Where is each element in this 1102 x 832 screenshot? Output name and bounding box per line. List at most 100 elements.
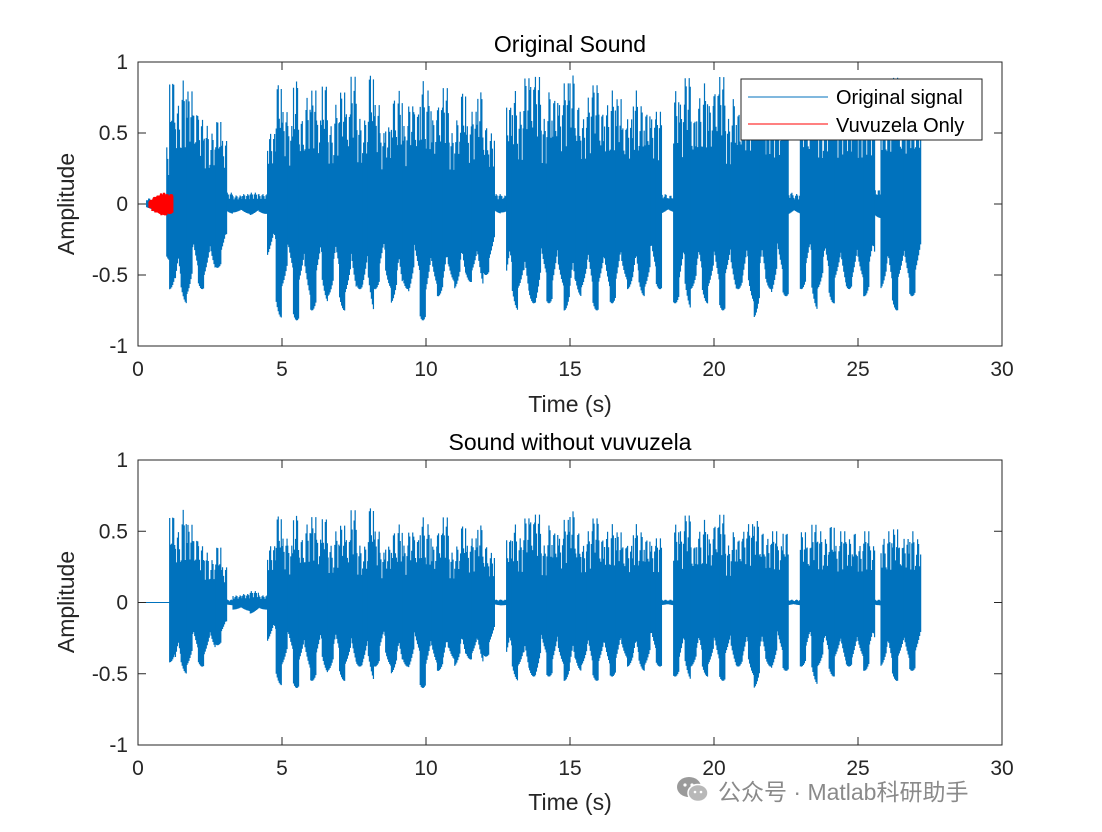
signal-segment [529, 522, 536, 677]
signal-segment [419, 517, 426, 688]
signal-segment [488, 552, 495, 643]
signal-segment [454, 120, 461, 289]
signal-segment [552, 100, 559, 281]
signal-segment [627, 119, 634, 290]
signal-segment [667, 195, 674, 212]
signal-segment [845, 112, 853, 290]
signal-segment [886, 90, 893, 279]
signal-segment [684, 515, 691, 679]
signal-segment [794, 194, 801, 214]
signal-segment [845, 539, 853, 667]
signal-segment [690, 547, 697, 667]
signal-segment [632, 90, 639, 272]
signal-segment [546, 92, 553, 304]
x-tick-label: 5 [276, 757, 288, 780]
signal-segment [192, 540, 199, 648]
signal-segment [782, 533, 789, 671]
y-axis-label-without-vuvuzela: Amplitude [53, 551, 79, 653]
signal-segment [736, 114, 743, 290]
signal-segment [281, 112, 288, 287]
watermark-text: 公众号 · Matlab科研助手 [718, 779, 969, 805]
signal-segment [615, 99, 622, 279]
signal-segment [673, 91, 680, 304]
signal-segment [275, 516, 282, 686]
signal-segment [477, 525, 484, 662]
signal-segment [575, 107, 582, 296]
signal-segment [413, 540, 421, 651]
y-tick-label: 0 [116, 193, 128, 216]
signal-segment [534, 514, 542, 675]
signal-segment [448, 133, 455, 282]
signal-segment [471, 111, 478, 271]
signal-segment [603, 105, 611, 287]
signal-segment [298, 540, 305, 660]
legend-label-original-signal: Original signal [836, 87, 963, 109]
signal-segment [215, 547, 222, 646]
signal-segment [436, 107, 444, 297]
signal-segment [511, 91, 519, 310]
signal-segment [292, 81, 300, 321]
signal-segment [650, 545, 657, 649]
signal-segment [644, 114, 651, 287]
signal-segment [413, 114, 421, 271]
signal-segment [362, 120, 369, 285]
signal-segment [292, 515, 300, 688]
signal-segment [483, 128, 490, 275]
subplot-without-vuvuzela: 0 5 10 15 20 25 30 -1 -0.5 0 0.5 1 Sound without vu… [53, 429, 1014, 815]
series-original-signal [146, 75, 922, 321]
signal-segment [220, 140, 228, 250]
signal-segment [344, 540, 351, 664]
signal-segment [362, 546, 369, 663]
signal-segment [379, 133, 386, 264]
x-tick-label: 20 [702, 358, 725, 381]
signal-segment [765, 538, 772, 667]
signal-segment [753, 85, 760, 318]
signal-segment [209, 133, 216, 268]
signal-segment [817, 104, 824, 289]
signal-segment [724, 545, 732, 653]
signal-segment [367, 75, 375, 310]
signal-segment [609, 524, 616, 677]
signal-segment [684, 78, 691, 308]
signal-segment [788, 192, 795, 214]
x-tick-label: 25 [846, 757, 869, 780]
y-tick-label: 0.5 [99, 122, 128, 145]
signal-segment [390, 100, 398, 303]
signal-segment [220, 567, 228, 632]
x-tick-label: 30 [990, 757, 1013, 780]
signal-segment [598, 540, 605, 661]
signal-segment [817, 531, 824, 667]
x-tick-label: 15 [558, 757, 581, 780]
signal-segment [621, 128, 628, 280]
signal-segment [799, 105, 807, 290]
signal-segment [661, 599, 668, 606]
signal-segment [678, 531, 686, 657]
signal-segment [425, 90, 432, 290]
signal-segment [557, 538, 565, 664]
signal-segment [650, 119, 657, 267]
signal-segment [192, 115, 199, 266]
signal-segment [402, 545, 409, 667]
signal-segment [408, 532, 415, 668]
x-tick-label: 25 [846, 358, 869, 381]
signal-segment [874, 190, 881, 219]
signal-segment [534, 76, 542, 303]
plot-area-original [138, 75, 922, 321]
signal-segment [701, 519, 709, 677]
signal-segment [719, 77, 726, 311]
y-tick-label: -0.5 [92, 264, 128, 287]
signal-segment [385, 546, 392, 666]
x-tick-label: 30 [990, 358, 1013, 381]
signal-segment [563, 83, 570, 311]
signal-segment [799, 532, 807, 667]
signal-segment [794, 599, 801, 606]
signal-segment [592, 518, 599, 681]
signal-segment [730, 99, 737, 289]
signal-segment [724, 118, 732, 274]
y-tick-label: -0.5 [92, 663, 128, 686]
x-tick-label: 10 [414, 757, 437, 780]
signal-segment [759, 533, 766, 651]
signal-segment [339, 92, 346, 311]
signal-segment [431, 546, 438, 663]
